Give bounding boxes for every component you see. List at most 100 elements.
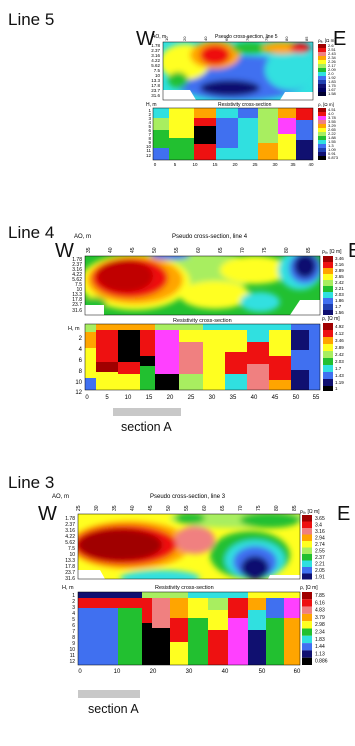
ao-tick: 7.5 [75, 282, 82, 288]
h-tick: 4 [72, 611, 75, 617]
top-tick: 80 [284, 36, 289, 41]
legend-a-label: 2.42 [335, 280, 344, 285]
legend-b-label: 0.91 [328, 151, 337, 156]
line-3-legend-b [302, 592, 312, 665]
h-tick: 12 [146, 153, 152, 158]
ao-tick: 3.16 [72, 267, 82, 273]
h-tick: 4 [79, 347, 83, 353]
line-5-legend-a-labels: 2.6 2.51 2.43 2.34 2.26 2.17 2.09 2.0 1.… [328, 43, 337, 96]
legend-a-label: 1.75 [328, 83, 337, 88]
legend-b-label: 2.89 [335, 345, 344, 350]
legend-a-label: 2.51 [328, 47, 337, 52]
line-4-resist-title: Resistivity cross-section [173, 318, 232, 324]
top-tick: 75 [262, 247, 268, 253]
legend-b-label: 4.51 [328, 107, 337, 112]
legend-b-label: 2.98 [315, 622, 325, 628]
top-tick: 65 [218, 247, 224, 253]
legend-b-label: 1 [335, 386, 338, 391]
legend-a-label: 2.89 [335, 268, 344, 273]
line-5-west-label: W [136, 28, 155, 50]
x-tick: 45 [272, 395, 279, 401]
legend-a-label: 1.7 [335, 304, 342, 309]
line-5-ao-label: AO, m [152, 34, 166, 40]
legend-b-label: 4.0 [328, 111, 334, 116]
line-3-pseudo-title: Pseudo cross-section, line 3 [150, 494, 226, 500]
legend-b-label: 2.03 [335, 359, 344, 364]
ao-tick: 31.6 [72, 308, 82, 314]
line-5-resist-title: Resistivity cross-section [218, 102, 272, 108]
top-tick: 55 [174, 247, 180, 253]
legend-b-label: 1.44 [315, 644, 325, 650]
line-4-legend-b-title: ρ, [Ω m] [322, 316, 340, 322]
ao-tick: 1.78 [151, 43, 160, 48]
line-5-h-label: H, m [146, 102, 157, 108]
ao-tick: 23.7 [151, 88, 160, 93]
line-4-west-label: W [55, 240, 74, 262]
line-3-legend-a [302, 515, 312, 580]
x-tick: 20 [232, 162, 238, 167]
legend-b-label: 3.55 [328, 119, 337, 124]
line-5-legend-b [318, 108, 326, 160]
h-tick: 6 [79, 358, 83, 364]
line-5-legend-a-title: ρₐ, [Ω m] [318, 38, 336, 43]
line-3-legend-b-title: ρ, [Ω m] [300, 585, 318, 591]
legend-b-label: 1.3 [328, 143, 334, 148]
legend-a-label: 2.37 [315, 555, 325, 561]
top-tick: 45 [148, 505, 154, 511]
ao-tick: 7.5 [154, 68, 161, 73]
line-4-section-a-label: section A [121, 420, 172, 434]
h-tick: 5 [148, 124, 151, 129]
line-5-x-ticks: 0 5 10 15 20 25 30 35 40 [154, 162, 314, 167]
legend-a-label: 3.65 [315, 516, 325, 522]
x-tick: 15 [212, 162, 218, 167]
ao-tick: 4.22 [72, 272, 82, 278]
legend-a-label: 1.83 [328, 79, 337, 84]
x-tick: 0 [78, 669, 82, 675]
line-5-ao-ticks: 1.78 2.37 3.16 4.22 5.62 7.5 10 13.3 17.… [151, 43, 160, 98]
line-4-legend-b-labels: 4.92 4.12 3.46 2.89 2.42 2.03 1.7 1.43 1… [335, 324, 344, 391]
top-tick: 80 [284, 247, 290, 253]
line-5-legend-a [318, 44, 326, 96]
top-tick: 10 [164, 36, 169, 41]
legend-a-label: 3.16 [315, 529, 325, 535]
ao-tick: 2.37 [72, 262, 82, 268]
legend-b-label: 6.16 [315, 600, 325, 606]
legend-a-label: 1.86 [335, 298, 344, 303]
top-tick: 75 [256, 505, 262, 511]
top-tick: 40 [108, 247, 114, 253]
legend-b-label: 1.83 [315, 637, 325, 643]
x-tick: 10 [125, 395, 132, 401]
legend-b-label: 0.873 [328, 155, 339, 160]
top-tick: 80 [274, 505, 280, 511]
line-4-h-label: H, m [68, 326, 80, 332]
legend-b-label: 4.83 [315, 608, 325, 614]
line-3-resist-title: Resistivity cross-section [155, 585, 214, 591]
top-tick: 85 [292, 505, 298, 511]
line-4-ao-label: AO, m [74, 234, 91, 240]
ao-tick: 5.62 [151, 63, 160, 68]
legend-a-label: 2.6 [328, 43, 334, 48]
x-tick: 40 [308, 162, 314, 167]
line-4-ao-ticks: 1.78 2.37 3.16 4.22 5.62 7.5 10 13.3 17.… [72, 257, 82, 314]
x-tick: 20 [150, 669, 157, 675]
top-tick: 45 [130, 247, 136, 253]
top-tick: 35 [112, 505, 118, 511]
ao-tick: 1.78 [72, 257, 82, 263]
x-tick: 35 [230, 395, 237, 401]
legend-a-label: 2.26 [328, 59, 337, 64]
line-5-h-ticks: 1 2 3 4 5 6 7 8 9 10 11 12 [146, 108, 152, 158]
line-3-title: Line 3 [8, 473, 55, 492]
top-tick: 85 [306, 247, 312, 253]
legend-a-label: 3.4 [315, 523, 322, 529]
line-4-legend-a-title: ρₐ, [Ω m] [322, 249, 342, 255]
x-tick: 60 [294, 669, 301, 675]
top-tick: 70 [245, 36, 250, 41]
line-3-legend-b-labels: 7.85 6.16 4.83 3.79 2.98 2.34 1.83 1.44 … [315, 593, 328, 665]
h-tick: 6 [148, 128, 151, 133]
h-tick: 12 [69, 659, 75, 665]
legend-b-label: 2.22 [328, 131, 337, 136]
h-tick: 7 [148, 132, 151, 137]
line-5-title: Line 5 [8, 10, 55, 29]
line-3-east-label: E [337, 503, 351, 525]
legend-a-label: 1.92 [328, 75, 337, 80]
